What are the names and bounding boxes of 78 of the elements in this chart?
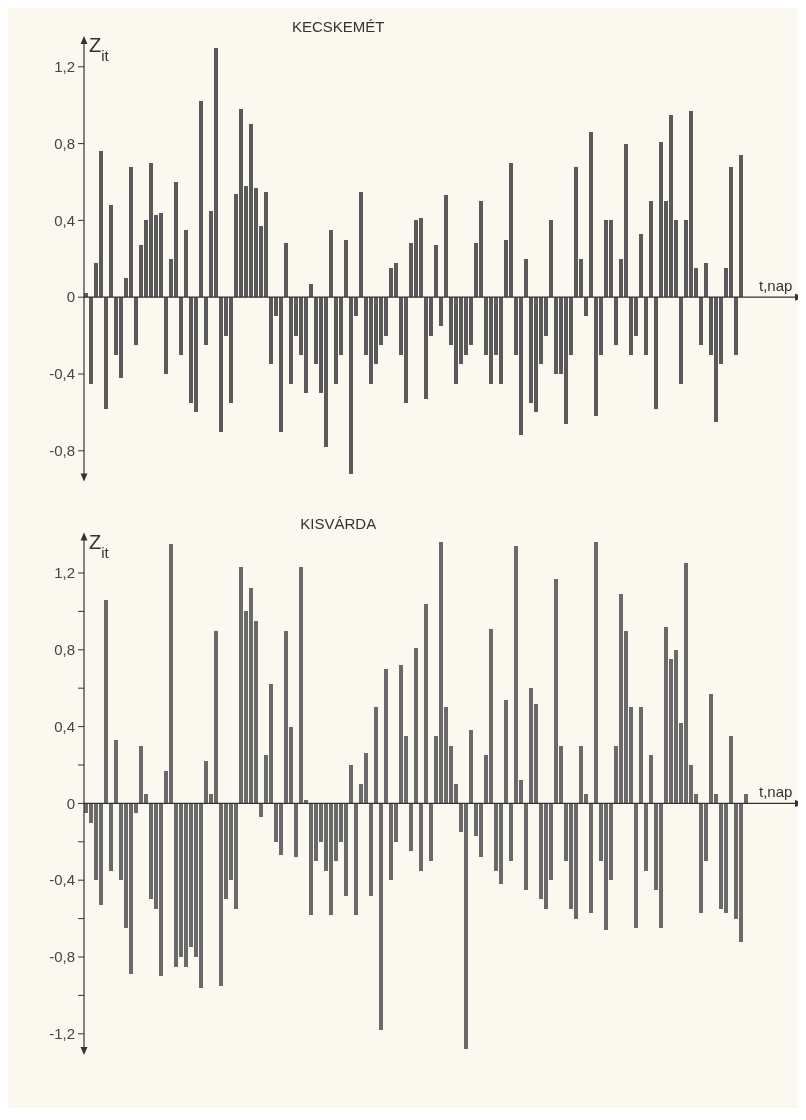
bar	[374, 707, 378, 804]
bar	[729, 736, 733, 804]
y-tick-label: -0,4	[49, 871, 75, 889]
bar	[354, 803, 358, 915]
y-tick-label: 0	[66, 794, 75, 812]
bar	[439, 297, 443, 326]
bar	[204, 297, 208, 346]
bar	[429, 803, 433, 861]
bar	[699, 297, 703, 346]
bar	[309, 283, 313, 298]
bar	[739, 155, 743, 298]
bar	[369, 803, 373, 896]
bar	[614, 297, 618, 346]
bar	[679, 297, 683, 384]
bar	[444, 195, 448, 298]
bar	[104, 599, 108, 804]
bar	[584, 297, 588, 317]
y-tick-label: -0,8	[49, 948, 75, 966]
bar	[649, 201, 653, 298]
bar	[379, 803, 383, 1030]
bar	[634, 803, 638, 929]
bar	[639, 233, 643, 298]
y-tick-label: 1,2	[54, 58, 75, 76]
bar	[524, 803, 528, 890]
bar	[329, 230, 333, 298]
bar	[594, 542, 598, 804]
bar	[179, 297, 183, 355]
bar	[184, 230, 188, 298]
bar	[549, 220, 553, 298]
y-axis-title: Z$_{it}$	[89, 530, 110, 561]
bar	[384, 669, 388, 804]
x-axis-title: t,nap	[759, 277, 793, 295]
bar	[199, 101, 203, 298]
bar	[434, 245, 438, 298]
bar	[524, 258, 528, 298]
y-tick-label: 0	[66, 288, 75, 306]
bar	[744, 793, 748, 804]
bar	[704, 262, 708, 298]
bar	[109, 205, 113, 298]
bar	[294, 803, 298, 858]
bar	[114, 740, 118, 804]
bar	[284, 243, 288, 298]
chart-title: KECSKEMÉT	[291, 18, 385, 35]
chart-title: KISVÁRDA	[300, 514, 377, 532]
bar	[134, 297, 138, 346]
bar	[164, 297, 168, 374]
x-axis-title: t,nap	[759, 783, 793, 801]
y-tick-label: 0,8	[54, 134, 75, 152]
y-tick-label: 0,4	[54, 717, 75, 735]
bar	[89, 297, 93, 384]
y-tick-label: 1,2	[54, 564, 75, 582]
bar	[589, 803, 593, 913]
bar	[419, 803, 423, 871]
y-tick-label: -1,2	[49, 1025, 75, 1043]
y-tick-label: 0,4	[54, 211, 75, 229]
bar	[344, 239, 348, 298]
bar	[109, 803, 113, 871]
bar	[409, 803, 413, 852]
bar	[424, 603, 428, 804]
bar	[104, 297, 108, 409]
bar	[639, 707, 643, 804]
y-tick-label: 0,8	[54, 641, 75, 659]
y-tick-label: -0,8	[49, 442, 75, 460]
bar	[589, 132, 593, 298]
bar	[654, 297, 658, 409]
bar	[414, 647, 418, 804]
bar	[349, 765, 353, 804]
y-tick-label: -0,4	[49, 365, 75, 383]
bar	[469, 730, 473, 804]
bar	[509, 803, 513, 861]
bar	[259, 803, 263, 817]
bar	[734, 297, 738, 355]
bar	[359, 191, 363, 298]
bar	[644, 297, 648, 355]
bar	[649, 755, 653, 804]
bar	[504, 699, 508, 804]
y-axis-title: Z$_{it}$	[89, 34, 110, 64]
bar	[644, 803, 648, 871]
